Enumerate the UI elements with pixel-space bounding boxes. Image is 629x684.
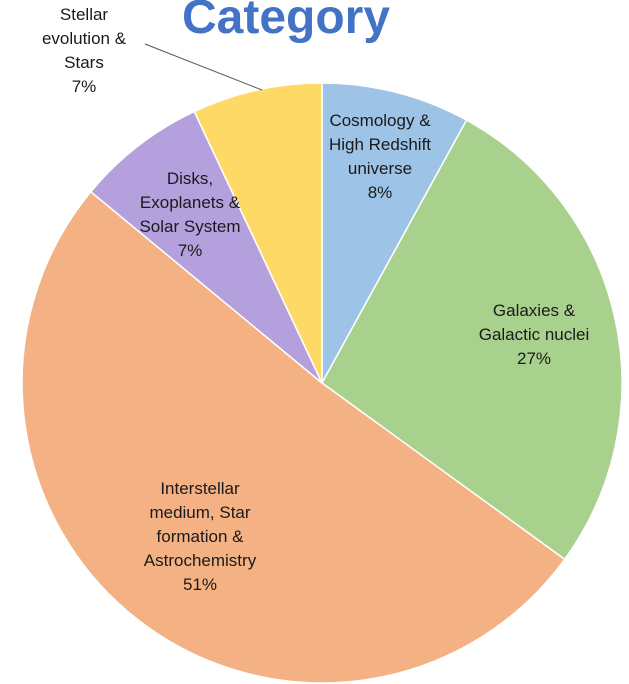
pie-slice-galaxies	[321, 119, 623, 561]
slice-label-interstellar: Interstellar medium, Star formation & Astro…	[144, 479, 257, 594]
slice-label-cosmology: Cosmology & High Redshift universe 8%	[329, 111, 431, 202]
pie-slices	[21, 82, 623, 684]
slice-labels: Cosmology & High Redshift universe 8% Galaxi…	[42, 5, 589, 594]
stellar-leader-line	[144, 43, 263, 91]
pie-slice-disks	[89, 110, 323, 384]
pie-slice-cosmology	[321, 82, 468, 384]
chart-title: Category	[182, 0, 390, 44]
slice-label-galaxies: Galaxies & Galactic nuclei 27%	[479, 301, 590, 368]
pie-slice-stellar	[193, 82, 323, 384]
slice-label-disks: Disks, Exoplanets & Solar System 7%	[139, 169, 240, 260]
pie-slice-interstellar	[21, 190, 566, 684]
slice-label-stellar: Stellar evolution & Stars 7%	[42, 5, 127, 96]
